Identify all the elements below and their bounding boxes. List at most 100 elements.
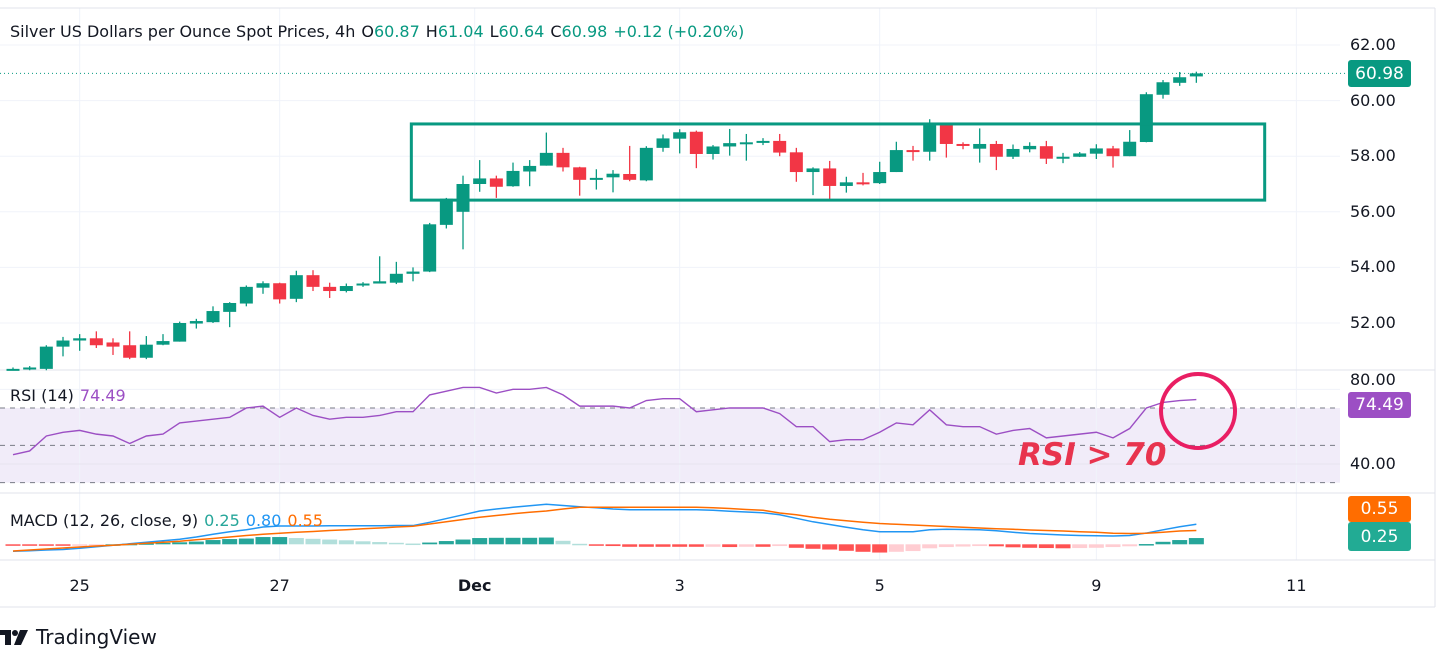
tradingview-logo: TradingView xyxy=(0,625,157,649)
candle-body xyxy=(389,273,403,283)
ohlc-low: L60.64 xyxy=(489,22,545,41)
macd-histogram-bar xyxy=(938,544,954,548)
macd-histogram-bar xyxy=(905,544,921,552)
candle-body xyxy=(306,275,320,287)
macd-histogram-bar xyxy=(172,542,188,545)
macd-histogram-bar xyxy=(838,544,854,551)
candle-body xyxy=(506,170,520,187)
macd-signal-line xyxy=(12,506,1197,552)
macd-histogram-bar xyxy=(455,539,471,545)
candle-body xyxy=(439,198,453,225)
macd-legend-label: MACD (12, 26, close, 9) xyxy=(10,511,199,530)
candle-body xyxy=(73,338,87,341)
macd-histogram-bar xyxy=(38,544,54,546)
ohlc-close: C60.98 xyxy=(550,22,608,41)
macd-histogram-bar xyxy=(338,540,354,545)
macd-hist-badge: 0.25 xyxy=(1348,522,1411,551)
rsi-annotation-text: RSI > 70 xyxy=(1018,437,1167,473)
macd-histogram-bar xyxy=(22,544,38,546)
candle-body xyxy=(1189,73,1203,77)
macd-histogram-bar xyxy=(772,544,788,547)
macd-histogram-bar xyxy=(555,540,571,545)
candle-body xyxy=(656,138,670,148)
macd-histogram-bar xyxy=(438,541,454,545)
candle-body xyxy=(456,184,470,212)
price-axis-label: 60.00 xyxy=(1350,91,1396,110)
price-axis-label: 58.00 xyxy=(1350,146,1396,165)
macd-histogram-bar xyxy=(55,544,71,546)
consolidation-range-box xyxy=(409,122,1267,202)
candle-body xyxy=(806,168,820,173)
macd-histogram-bar xyxy=(288,538,304,545)
macd-histogram-bar xyxy=(1088,544,1104,548)
candle-body xyxy=(906,150,920,153)
rsi-legend-value: 74.49 xyxy=(79,386,126,405)
macd-line xyxy=(12,503,1197,553)
macd-histogram-bar xyxy=(1005,544,1021,548)
time-axis-label: 11 xyxy=(1286,576,1307,595)
candle-body xyxy=(739,142,753,145)
macd-histogram-bar xyxy=(205,540,221,545)
macd-histogram-bar xyxy=(955,544,971,547)
rsi-axis-label: 80.00 xyxy=(1350,370,1396,389)
macd-histogram-bar xyxy=(5,544,21,546)
candle-body xyxy=(189,321,203,324)
macd-histogram-bar xyxy=(88,544,104,546)
macd-histogram-bar xyxy=(638,544,654,547)
candle-body xyxy=(873,172,887,184)
symbol-legend: Silver US Dollars per Ounce Spot Prices,… xyxy=(10,22,750,41)
macd-histogram-bar xyxy=(538,537,554,545)
candle-body xyxy=(773,140,787,153)
macd-histogram-bar xyxy=(805,544,821,549)
macd-histogram-bar xyxy=(1105,544,1121,548)
time-axis-label: 3 xyxy=(674,576,685,595)
candle-body xyxy=(823,168,837,186)
macd-histogram-bar xyxy=(1122,544,1138,547)
macd-histogram-bar xyxy=(922,544,938,549)
macd-histogram-bar xyxy=(1155,541,1171,545)
candle-body xyxy=(639,147,653,181)
candle-body xyxy=(373,281,387,284)
rsi-legend: RSI (14) 74.49 xyxy=(10,386,132,405)
macd-histogram-bar xyxy=(255,537,271,545)
price-axis-label: 56.00 xyxy=(1350,202,1396,221)
macd-histogram-bar xyxy=(855,544,871,552)
candle-body xyxy=(256,283,270,288)
current-price-badge: 60.98 xyxy=(1348,60,1411,87)
candle-body xyxy=(1123,141,1137,157)
candle-body xyxy=(1173,77,1187,83)
macd-histogram-bar xyxy=(588,544,604,546)
candle-body xyxy=(239,286,253,304)
rsi-legend-label: RSI (14) xyxy=(10,386,74,405)
candle-body xyxy=(289,275,303,299)
candle-body xyxy=(856,182,870,185)
candle-body xyxy=(6,368,20,371)
candle-body xyxy=(573,167,587,180)
macd-histogram-bar xyxy=(605,544,621,547)
macd-histogram-bar xyxy=(872,544,888,553)
candle-body xyxy=(1023,145,1037,150)
macd-histogram-bar xyxy=(622,544,638,547)
candle-body xyxy=(706,146,720,154)
time-axis-label: 5 xyxy=(874,576,885,595)
candle-body xyxy=(989,143,1003,157)
macd-histogram-bar xyxy=(72,544,88,546)
macd-histogram-bar xyxy=(705,544,721,547)
candle-body xyxy=(139,344,153,358)
macd-histogram-bar xyxy=(672,544,688,547)
macd-histogram-bar xyxy=(1055,544,1071,549)
candle-body xyxy=(523,165,537,172)
macd-histogram-bar xyxy=(222,539,238,545)
macd-histogram-bar xyxy=(405,543,421,546)
macd-histogram-bar xyxy=(1072,544,1088,549)
macd-histogram-bar xyxy=(1038,544,1054,549)
macd-histogram-bar xyxy=(738,544,754,547)
price-axis-label: 52.00 xyxy=(1350,313,1396,332)
rsi-line xyxy=(12,386,1197,456)
candle-body xyxy=(123,345,137,358)
candle-body xyxy=(406,271,420,274)
candle-body xyxy=(39,346,53,369)
symbol-title: Silver US Dollars per Ounce Spot Prices,… xyxy=(10,22,356,41)
candle-body xyxy=(956,143,970,146)
